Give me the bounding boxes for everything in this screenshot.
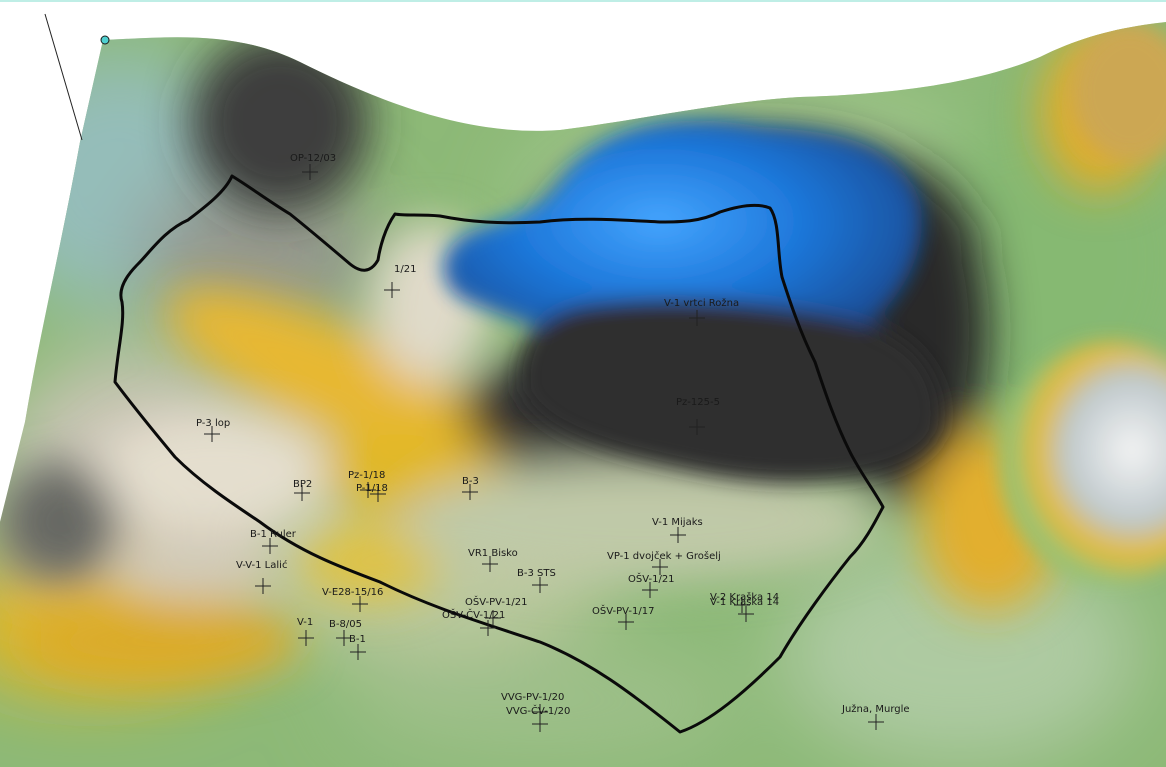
well-label: V-1 Mijaks bbox=[652, 517, 703, 528]
well-label: B-1 Ruler bbox=[250, 529, 297, 540]
well-label: VR1 Bisko bbox=[468, 548, 518, 559]
well-label: V-V-1 Lalić bbox=[236, 559, 287, 571]
well-label: OŠV-ČV-1/21 bbox=[442, 608, 505, 621]
well-label: OŠV-PV-1/21 bbox=[465, 595, 527, 608]
well-label: Pz-1/18 bbox=[348, 470, 385, 481]
well-marker[interactable]: VR1 Bisko bbox=[468, 548, 518, 572]
well-label: OP-12/03 bbox=[290, 153, 336, 164]
well-marker[interactable]: Južna, Murgle bbox=[841, 703, 910, 730]
well-marker[interactable]: P-1/18 bbox=[356, 483, 388, 502]
well-label: B-3 bbox=[462, 476, 479, 487]
well-marker[interactable]: V-1 Mijaks bbox=[652, 517, 703, 543]
well-marker[interactable]: BP2 bbox=[293, 479, 312, 501]
well-marker[interactable]: V-2 Kraška 14 bbox=[710, 591, 779, 613]
well-label: VP-1 dvojček + Grošelj bbox=[607, 550, 721, 562]
well-marker[interactable]: OŠV-PV-1/17 bbox=[592, 604, 654, 630]
well-label: V-1 vrtci Rožna bbox=[664, 297, 739, 309]
well-label: B-1 bbox=[349, 634, 366, 645]
view-handle[interactable] bbox=[100, 35, 110, 45]
well-label: OŠV-PV-1/17 bbox=[592, 604, 654, 617]
well-label: VVG-ČV-1/20 bbox=[506, 704, 570, 717]
well-marker[interactable]: Pz-1/18 bbox=[348, 470, 385, 498]
well-label: BP2 bbox=[293, 479, 312, 490]
well-marker[interactable]: OŠV-ČV-1/21 bbox=[442, 608, 505, 636]
well-label: V-1 bbox=[297, 617, 313, 628]
well-label: P-3 lop bbox=[196, 418, 230, 429]
well-marker[interactable]: VP-1 dvojček + Grošelj bbox=[607, 550, 721, 575]
well-label: Južna, Murgle bbox=[841, 703, 910, 715]
well-marker[interactable]: V-E28-15/16 bbox=[322, 587, 383, 612]
well-label: V-1 Kraška 14 bbox=[710, 596, 779, 608]
surface-edge-line bbox=[44, 13, 83, 141]
well-label: Pz-125-5 bbox=[676, 397, 720, 408]
well-marker[interactable]: V-1 Kraška 14 bbox=[710, 596, 779, 622]
well-marker[interactable]: B-3 STS bbox=[517, 568, 556, 593]
well-label: 1/21 bbox=[394, 264, 416, 275]
well-label: P-1/18 bbox=[356, 483, 388, 494]
well-marker[interactable]: B-3 bbox=[462, 476, 479, 500]
well-marker[interactable]: OP-12/03 bbox=[290, 153, 336, 180]
wells-layer: OP-12/03 1/21 V-1 vrtci Rožna Pz-125-5 P… bbox=[196, 153, 910, 732]
well-marker[interactable]: OŠV-PV-1/21 bbox=[465, 595, 527, 626]
well-label: VVG-PV-1/20 bbox=[501, 692, 564, 703]
well-marker[interactable]: V-1 vrtci Rožna bbox=[664, 297, 739, 326]
well-marker[interactable]: P-3 lop bbox=[196, 418, 230, 442]
well-label: V-2 Kraška 14 bbox=[710, 591, 779, 603]
well-marker[interactable]: Pz-125-5 bbox=[676, 397, 720, 435]
well-marker[interactable]: VVG-ČV-1/20 bbox=[506, 704, 570, 732]
well-marker[interactable]: B-8/05 bbox=[329, 619, 362, 646]
well-label: B-8/05 bbox=[329, 619, 362, 630]
well-marker[interactable]: 1/21 bbox=[384, 264, 416, 298]
well-label: V-E28-15/16 bbox=[322, 587, 383, 598]
well-marker[interactable]: V-V-1 Lalić bbox=[236, 559, 287, 594]
well-marker[interactable]: OŠV-1/21 bbox=[628, 572, 675, 598]
well-marker[interactable]: V-1 bbox=[297, 617, 314, 646]
well-label: B-3 STS bbox=[517, 568, 556, 579]
study-area-boundary bbox=[113, 174, 885, 734]
well-marker[interactable]: B-1 bbox=[349, 634, 366, 660]
well-label: OŠV-1/21 bbox=[628, 572, 675, 585]
well-marker[interactable]: B-1 Ruler bbox=[250, 529, 297, 554]
